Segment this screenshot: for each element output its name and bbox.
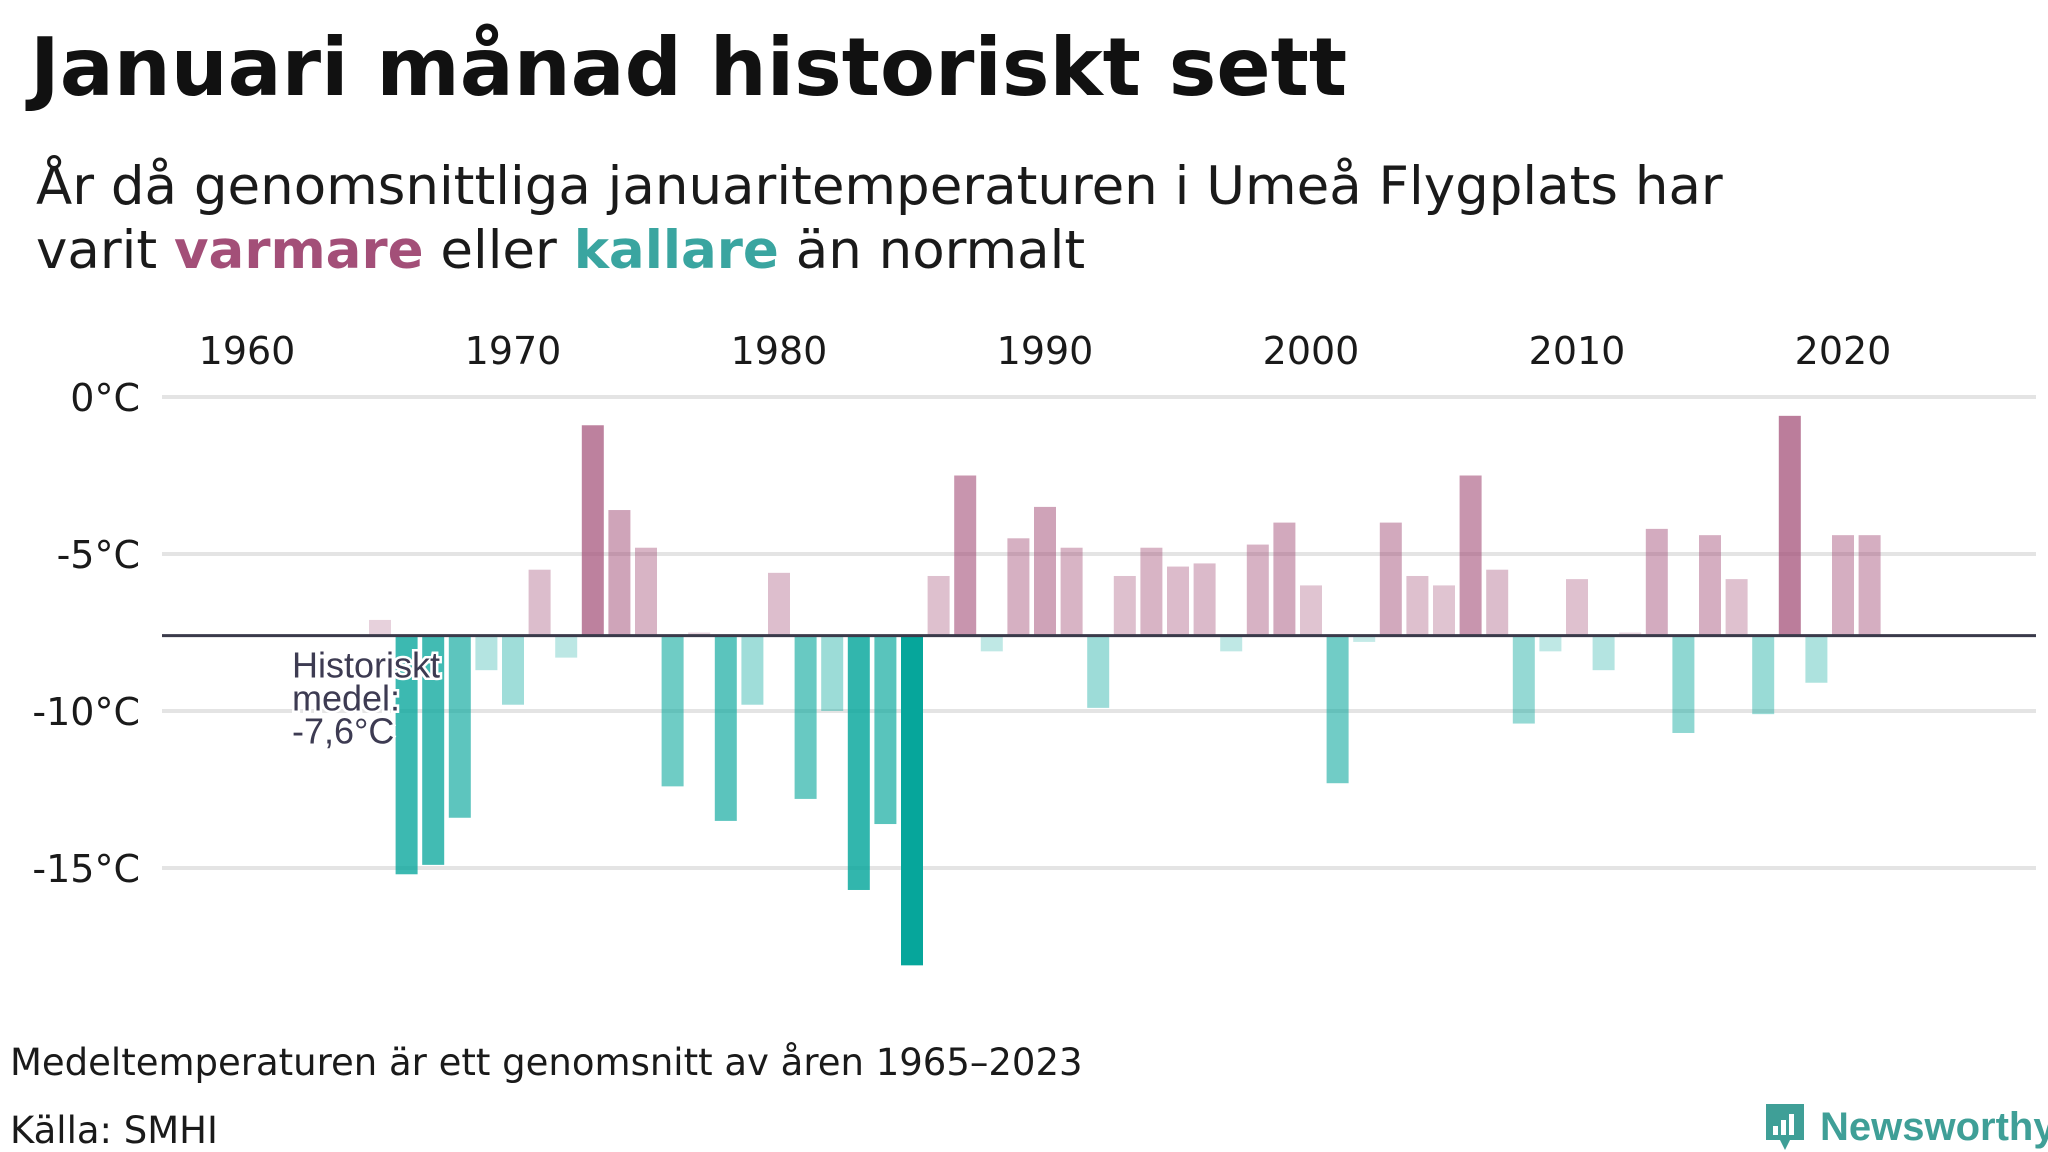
x-tick-label: 1990 <box>997 329 1094 373</box>
bar-2019 <box>1805 635 1828 683</box>
bar-1976 <box>661 635 684 787</box>
newsworthy-logo[interactable]: Newsworthy <box>1764 1102 2048 1152</box>
bar-1974 <box>608 510 631 636</box>
x-tick-label: 2010 <box>1529 329 1626 373</box>
bar-1989 <box>1007 538 1030 636</box>
bar-1987 <box>954 475 977 636</box>
baseline-label: Historiskt <box>292 645 440 686</box>
y-axis-ticks: 0°C -5°C -10°C -15°C <box>32 376 140 891</box>
x-tick-label: 2020 <box>1795 329 1892 373</box>
bar-2018 <box>1778 415 1801 636</box>
y-tick-label: -10°C <box>32 690 140 734</box>
subtitle-line-1: År då genomsnittliga januaritemperaturen… <box>36 156 1723 217</box>
bar-series <box>369 415 1881 966</box>
bar-2011 <box>1592 635 1615 671</box>
bar-1972 <box>555 635 578 658</box>
bar-2021 <box>1858 535 1881 636</box>
x-tick-label: 1980 <box>731 329 828 373</box>
chart-title: Januari månad historiskt sett <box>30 21 1348 114</box>
x-tick-label: 1960 <box>199 329 296 373</box>
bar-1977 <box>688 632 711 636</box>
bar-2014 <box>1672 635 1695 733</box>
bar-2017 <box>1752 635 1775 715</box>
bar-1986 <box>927 575 950 636</box>
bar-1971 <box>528 569 551 636</box>
bar-1983 <box>847 635 870 890</box>
newsworthy-logo-icon <box>1766 1104 1804 1150</box>
bar-2010 <box>1566 579 1588 636</box>
bar-1998 <box>1246 544 1269 636</box>
bar-1990 <box>1034 506 1056 636</box>
subtitle-middle: eller <box>423 220 574 281</box>
bar-1996 <box>1193 563 1216 636</box>
bar-1999 <box>1273 522 1296 636</box>
bar-1979 <box>741 635 764 705</box>
bar-1985 <box>901 635 923 966</box>
bar-1997 <box>1220 635 1243 652</box>
bar-2000 <box>1300 585 1322 636</box>
bar-1994 <box>1140 547 1163 636</box>
bar-1982 <box>821 635 844 711</box>
subtitle-suffix: än normalt <box>778 220 1086 281</box>
logo-text: Newsworthy <box>1820 1104 2048 1149</box>
source-credit: Källa: SMHI <box>10 1109 218 1152</box>
bar-1965 <box>369 619 391 636</box>
bar-2012 <box>1619 632 1642 636</box>
chart-subtitle: År då genomsnittliga januaritemperaturen… <box>36 155 1723 283</box>
bar-1970 <box>502 635 524 705</box>
bar-2013 <box>1645 528 1668 636</box>
bar-1978 <box>714 635 737 821</box>
bar-1973 <box>581 425 604 636</box>
bar-1992 <box>1087 635 1110 708</box>
x-axis-ticks: 1960 1970 1980 1990 2000 2010 2020 <box>199 329 1892 373</box>
grid-lines <box>162 395 2036 870</box>
bar-2009 <box>1539 635 1562 652</box>
footnote: Medeltemperaturen är ett genomsnitt av å… <box>10 1041 1083 1084</box>
bar-2007 <box>1486 569 1509 636</box>
baseline-label: -7,6°C <box>292 711 394 752</box>
bar-1980 <box>768 572 790 636</box>
bar-1969 <box>475 635 498 671</box>
bar-2006 <box>1459 475 1482 636</box>
bar-1988 <box>980 635 1003 652</box>
bar-2002 <box>1353 635 1376 642</box>
bar-1968 <box>448 635 471 818</box>
bar-2016 <box>1725 579 1748 636</box>
bar-1967 <box>422 635 445 865</box>
bar-1993 <box>1113 575 1136 636</box>
bar-1995 <box>1167 566 1189 636</box>
subtitle-warm-word: varmare <box>174 220 424 281</box>
subtitle-prefix: varit <box>36 220 174 281</box>
bar-2003 <box>1379 522 1402 636</box>
bar-1991 <box>1060 547 1083 636</box>
bar-2015 <box>1699 535 1721 636</box>
x-tick-label: 1970 <box>465 329 562 373</box>
bar-2008 <box>1512 635 1535 724</box>
baseline-label: medel: <box>292 678 400 719</box>
y-tick-label: 0°C <box>70 376 140 420</box>
bar-1975 <box>635 547 657 636</box>
bar-2020 <box>1832 535 1854 636</box>
subtitle-cold-word: kallare <box>573 220 779 281</box>
bar-2005 <box>1433 585 1455 636</box>
bar-1984 <box>874 635 897 825</box>
bar-1966 <box>395 635 418 875</box>
x-tick-label: 2000 <box>1263 329 1360 373</box>
bar-2004 <box>1406 575 1429 636</box>
y-tick-label: -15°C <box>32 847 140 891</box>
y-tick-label: -5°C <box>57 533 140 577</box>
bar-2001 <box>1326 635 1349 784</box>
bar-1981 <box>794 635 817 799</box>
subtitle-line-2: varit varmare eller kallare än normalt <box>36 219 1723 283</box>
